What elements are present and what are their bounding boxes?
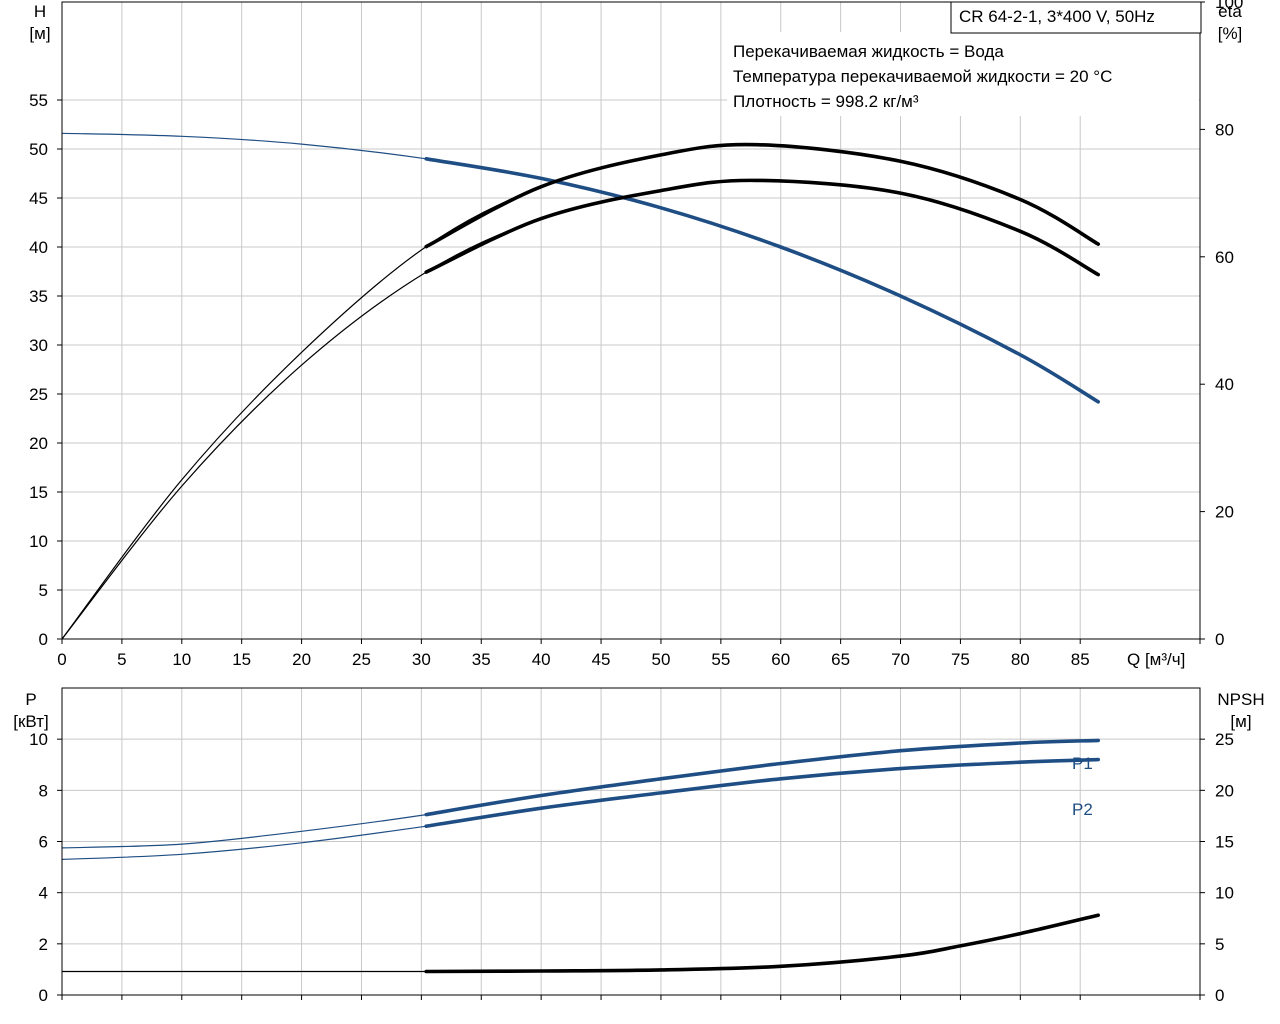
x-tick-label: 85 [1071,650,1090,669]
top-panel-frame [61,1,1201,640]
y-tick-label-left: 10 [29,532,48,551]
y-tick-label-right: 60 [1215,248,1234,267]
x-tick-label: 30 [412,650,431,669]
info-line-temperature: Температура перекачиваемой жидкости = 20… [733,67,1112,86]
top-panel-grid [57,1,1205,644]
y-tick-label-right: 15 [1215,833,1234,852]
y-tick-label-left: 55 [29,91,48,110]
curve-h-duty [424,157,1100,404]
x-tick-label: 40 [532,650,551,669]
info-line-density: Плотность = 998.2 кг/м³ [733,92,919,111]
bottom-right-axis-title: NPSH [1217,690,1264,709]
y-tick-label-left: 25 [29,385,48,404]
series-label-p1: P1 [1072,754,1093,773]
y-tick-label-left: 2 [39,935,48,954]
y-tick-label-right: 0 [1215,630,1224,649]
top-left-axis-title: H [34,2,46,21]
y-tick-label-right: 5 [1215,935,1224,954]
curves-layer [61,132,1100,974]
top-right-axis-title: eta [1218,2,1242,21]
y-tick-label-right: 10 [1215,884,1234,903]
y-tick-label-right: 40 [1215,375,1234,394]
curve-p1-full [61,739,1099,849]
y-tick-label-left: 15 [29,483,48,502]
y-tick-label-left: 20 [29,434,48,453]
x-tick-label: 20 [292,650,311,669]
bottom-panel-grid [57,688,1205,1000]
x-tick-label: 0 [57,650,66,669]
x-tick-label: 55 [711,650,730,669]
y-tick-label-left: 30 [29,336,48,355]
y-tick-label-left: 5 [39,581,48,600]
y-tick-label-left: 0 [39,630,48,649]
bottom-left-axis-unit: [кВт] [13,712,48,731]
y-tick-label-right: 0 [1215,986,1224,1005]
curve-eta_1-full [61,143,1099,640]
y-tick-label-right: 100 [1215,0,1243,12]
tick-labels-layer: 0 5 10 15 20 25 30 35 40 45 50 55 60 65 70 75 80 85051015… [29,0,1243,1005]
y-tick-label-right: 20 [1215,781,1234,800]
y-tick-label-right: 25 [1215,730,1234,749]
y-tick-label-right: 80 [1215,120,1234,139]
x-tick-label: 35 [472,650,491,669]
top-left-axis-unit: [м] [29,24,50,43]
y-tick-label-left: 8 [39,781,48,800]
x-tick-label: 50 [651,650,670,669]
y-tick-label-left: 35 [29,287,48,306]
curve-eta_2-duty [424,178,1100,277]
series-label-p2: P2 [1072,800,1093,819]
x-tick-label: 25 [352,650,371,669]
curve-p1-duty [424,738,1100,817]
bottom-panel-frame [61,687,1201,996]
y-tick-label-left: 45 [29,189,48,208]
x-tick-label: 80 [1011,650,1030,669]
bottom-left-axis-title: P [25,690,36,709]
x-tick-label: 15 [232,650,251,669]
y-tick-label-left: 6 [39,833,48,852]
y-tick-label-left: 40 [29,238,48,257]
curve-eta_2-full [61,179,1099,640]
x-tick-label: 5 [117,650,126,669]
info-box [727,32,1199,116]
x-tick-label: 70 [891,650,910,669]
y-tick-label-left: 4 [39,884,48,903]
x-tick-label: 65 [831,650,850,669]
y-tick-label-left: 10 [29,730,48,749]
curve-p2-duty [424,757,1100,828]
curve-p2-full [61,759,1099,860]
x-tick-label: 75 [951,650,970,669]
curve-npsh-duty [424,913,1100,974]
y-tick-label-left: 0 [39,986,48,1005]
top-right-axis-unit: [%] [1218,24,1243,43]
info-line-liquid: Перекачиваемая жидкость = Вода [733,42,1004,61]
x-axis-title: Q [м³/ч] [1127,650,1185,669]
x-tick-label: 10 [172,650,191,669]
x-tick-label: 60 [771,650,790,669]
bottom-right-axis-unit: [м] [1230,712,1251,731]
model-label: CR 64-2-1, 3*400 V, 50Hz [959,7,1155,26]
model-box [950,1,1202,34]
y-tick-label-left: 50 [29,140,48,159]
x-tick-label: 45 [592,650,611,669]
curve-eta_1-duty [424,142,1100,249]
y-tick-label-right: 20 [1215,503,1234,522]
